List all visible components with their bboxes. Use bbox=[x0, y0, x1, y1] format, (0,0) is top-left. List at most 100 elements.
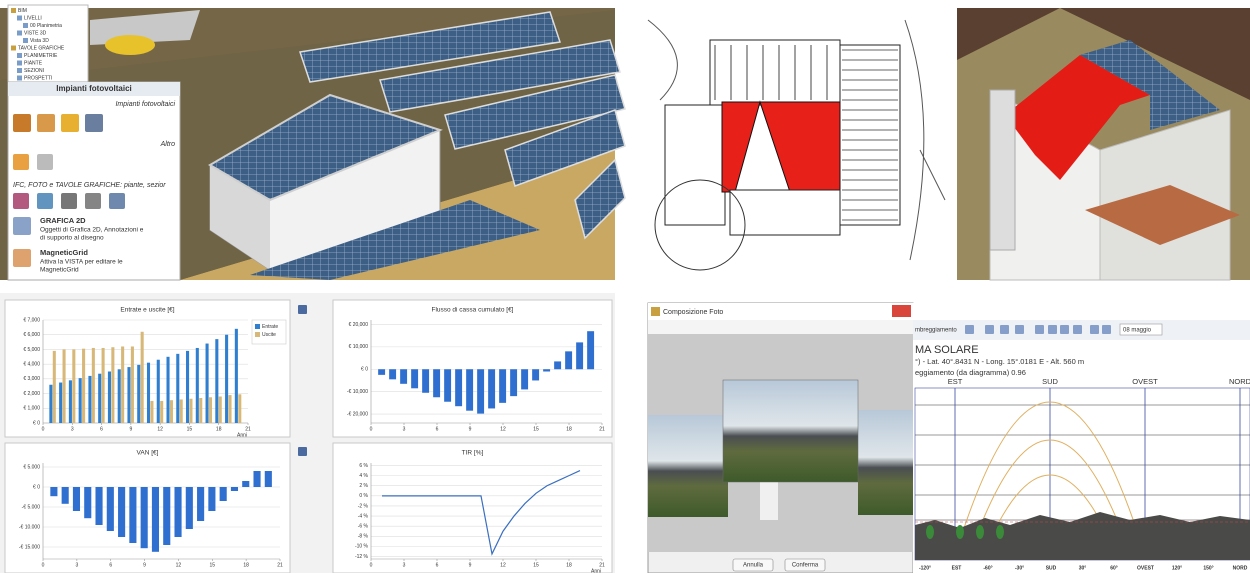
bar bbox=[554, 361, 562, 370]
bar bbox=[208, 397, 213, 423]
x-tick-label: 3 bbox=[71, 426, 74, 432]
bar bbox=[176, 353, 180, 423]
x-tick-label: 18 bbox=[566, 426, 572, 432]
bar bbox=[166, 356, 170, 423]
bar bbox=[140, 487, 148, 549]
render-roof-pv bbox=[1080, 40, 1220, 130]
angle-label: 120° bbox=[1172, 565, 1182, 571]
bar bbox=[163, 487, 171, 545]
tool-icon bbox=[13, 193, 29, 209]
dialog-button-label[interactable]: Conferma bbox=[792, 563, 819, 569]
y-tick-label: € 10,000 bbox=[349, 344, 369, 350]
bar bbox=[499, 369, 507, 403]
sun-path bbox=[959, 401, 1141, 541]
bar bbox=[84, 487, 92, 519]
bar bbox=[72, 349, 76, 423]
pv-row bbox=[379, 39, 621, 113]
bar bbox=[422, 369, 430, 393]
render-roof-red bbox=[1005, 55, 1150, 180]
x-tick-label: 15 bbox=[210, 562, 216, 568]
x-tick-label: 6 bbox=[436, 426, 439, 432]
photo-center bbox=[722, 379, 859, 483]
bar bbox=[68, 380, 72, 423]
y-tick-label: € 6,000 bbox=[23, 332, 40, 338]
x-tick-label: 6 bbox=[109, 562, 112, 568]
horizon bbox=[915, 512, 1250, 560]
bar bbox=[389, 369, 397, 380]
bar bbox=[72, 487, 81, 511]
y-tick-label: € 5,000 bbox=[23, 347, 40, 353]
toolbar-icon bbox=[985, 325, 994, 334]
bar bbox=[587, 331, 595, 370]
bar bbox=[82, 348, 86, 423]
y-tick-label: -€ 5.000 bbox=[22, 504, 41, 510]
tree-item: VISTE 3D bbox=[24, 30, 47, 36]
x-tick-label: 6 bbox=[100, 426, 103, 432]
legend-label: Uscite bbox=[262, 332, 276, 338]
y-tick-label: -12 % bbox=[355, 554, 369, 560]
item-text: MagneticGrid bbox=[40, 267, 79, 274]
bar bbox=[78, 378, 82, 423]
chart-title: VAN [€] bbox=[137, 450, 159, 457]
bar bbox=[543, 369, 551, 372]
tree-item: PROSPETTI bbox=[24, 75, 52, 81]
ribbon-section: IFC, FOTO e TAVOLE GRAFICHE: piante, sez… bbox=[13, 182, 166, 189]
pv-row bbox=[574, 158, 626, 240]
tool-icon bbox=[37, 114, 55, 132]
y-tick-label: € 5.000 bbox=[23, 464, 40, 470]
sun-path bbox=[989, 474, 1111, 541]
y-tick-label: € 0 bbox=[33, 484, 40, 490]
solar-heading: MA SOLARE bbox=[915, 344, 979, 356]
bar bbox=[146, 362, 151, 423]
plan-curve bbox=[654, 179, 746, 271]
pv-field bbox=[250, 200, 540, 280]
y-tick-label: € 4,000 bbox=[23, 361, 40, 367]
toolbar-icon bbox=[1015, 325, 1024, 334]
dialog-title: Composizione Foto bbox=[663, 309, 723, 316]
line bbox=[382, 470, 581, 556]
x-tick-label: 18 bbox=[216, 426, 222, 432]
y-tick-label: -4 % bbox=[358, 513, 369, 519]
toolbar-icon bbox=[1035, 325, 1044, 334]
bar bbox=[121, 346, 125, 423]
x-tick-label: 18 bbox=[566, 562, 572, 568]
dialog-button bbox=[732, 558, 774, 572]
bar bbox=[185, 487, 193, 529]
dialog-button bbox=[784, 558, 826, 572]
y-tick-label: € 3,000 bbox=[23, 376, 40, 382]
bar bbox=[129, 487, 137, 543]
x-axis-label: Anni bbox=[591, 568, 601, 573]
bar bbox=[521, 369, 529, 390]
tree-item: TAVOLE GRAFICHE bbox=[18, 45, 65, 51]
x-tick-label: 15 bbox=[533, 426, 539, 432]
x-tick-label: 21 bbox=[599, 562, 605, 568]
bar bbox=[111, 347, 115, 423]
photo-left bbox=[648, 415, 728, 517]
bar bbox=[150, 400, 154, 423]
tool-icon bbox=[37, 154, 53, 170]
tree-icon bbox=[11, 8, 16, 13]
angle-label: NORD bbox=[1233, 565, 1248, 571]
y-tick-label: 4 % bbox=[359, 473, 368, 479]
bar bbox=[160, 400, 164, 423]
dialog-button-label[interactable]: Annulla bbox=[743, 563, 764, 569]
toolbar-label: mbreggiamento bbox=[915, 328, 957, 334]
ribbon-header bbox=[8, 82, 180, 96]
x-tick-label: 15 bbox=[187, 426, 193, 432]
bar bbox=[219, 487, 227, 501]
save-button bbox=[298, 447, 307, 456]
x-tick-label: 6 bbox=[436, 562, 439, 568]
bar bbox=[253, 471, 261, 487]
ribbon-section: Impianti fotovoltaici bbox=[115, 101, 175, 108]
save-button bbox=[298, 305, 307, 314]
bar bbox=[565, 351, 573, 370]
toolbar-icon bbox=[1048, 325, 1057, 334]
legend-swatch bbox=[255, 332, 260, 337]
date-label: 08 maggio bbox=[1123, 328, 1152, 334]
bar bbox=[169, 400, 173, 423]
tree-icon bbox=[17, 75, 22, 81]
bar bbox=[189, 398, 193, 423]
bar bbox=[61, 487, 69, 504]
direction-label: EST bbox=[948, 377, 963, 386]
x-tick-label: 3 bbox=[403, 562, 406, 568]
